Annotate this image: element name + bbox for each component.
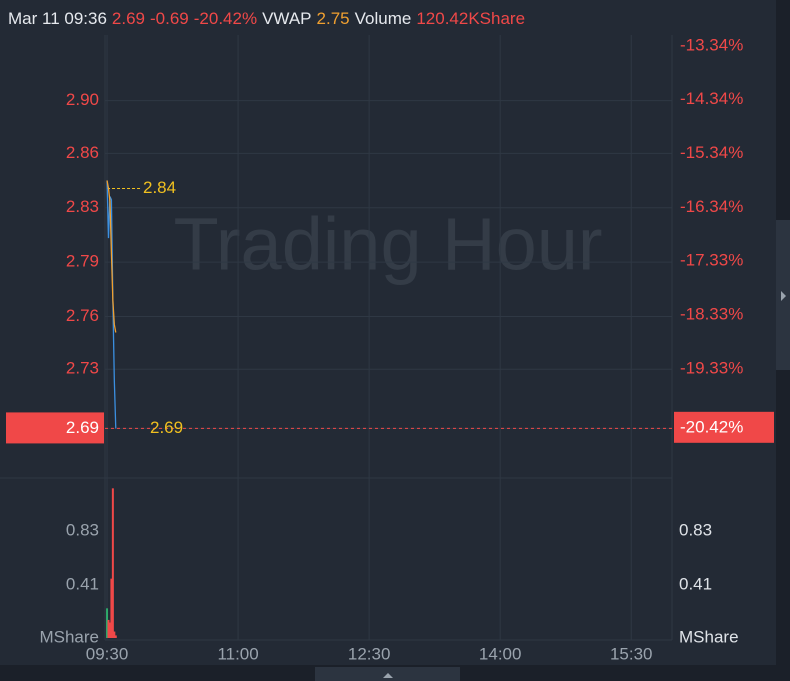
volume-tick-label: 0.41 — [66, 575, 99, 594]
vwap-label: VWAP — [262, 9, 312, 28]
last-price-label: 2.69 — [150, 418, 183, 437]
y-tick-label: 2.83 — [66, 197, 99, 216]
vwap: 2.75 — [316, 9, 350, 28]
x-tick-label: 12:30 — [348, 644, 391, 663]
high-label: 2.84 — [143, 178, 176, 197]
y-tick-label: 2.69 — [66, 418, 99, 437]
watermark: Trading Hour — [173, 203, 602, 286]
y2-tick-label: -17.33% — [680, 251, 743, 270]
volume-tick-label: 0.83 — [679, 520, 712, 539]
volume-bar — [107, 619, 110, 638]
volume-bar — [114, 635, 117, 638]
y-tick-label: 2.79 — [66, 252, 99, 271]
volume: 120.42KShare — [416, 9, 526, 28]
y2-tick-label: -20.42% — [680, 417, 743, 436]
y-tick-label: 2.86 — [66, 143, 99, 162]
y-tick-label: 2.76 — [66, 306, 99, 325]
volume-bar — [110, 578, 113, 638]
y2-tick-label: -18.33% — [680, 305, 743, 324]
y-tick-label: 2.73 — [66, 359, 99, 378]
change: -0.69 — [150, 9, 189, 28]
collapse-arrow[interactable] — [383, 673, 393, 678]
pct-box — [674, 411, 774, 443]
y2-tick-label: -16.34% — [680, 197, 743, 216]
price-box — [6, 412, 104, 444]
change-pct: -20.42% — [193, 9, 258, 28]
volume-bar — [111, 488, 114, 638]
volume-tick-label: 0.83 — [66, 520, 99, 539]
y2-tick-label: -15.34% — [680, 143, 743, 162]
x-tick-label: 09:30 — [86, 644, 129, 663]
volume-label: Volume — [354, 9, 412, 28]
volume-tick-label: 0.41 — [679, 575, 712, 594]
volume-unit: MShare — [39, 627, 99, 646]
y-tick-label: 2.90 — [66, 90, 99, 109]
volume-bar — [106, 608, 109, 638]
x-tick-label: 15:30 — [610, 644, 653, 663]
y2-tick-label: -14.34% — [680, 89, 743, 108]
x-tick-label: 14:00 — [479, 644, 522, 663]
y2-tick-label: -19.33% — [680, 358, 743, 377]
price: 2.69 — [111, 9, 146, 28]
x-tick-label: 11:00 — [217, 644, 258, 663]
price-line — [106, 180, 117, 429]
volume-unit: MShare — [679, 627, 739, 646]
volume-bar — [113, 631, 116, 638]
time: Mar 11 09:36 — [8, 9, 107, 28]
volume-bar — [108, 622, 111, 638]
price-line — [106, 180, 117, 333]
expand-arrow[interactable] — [781, 291, 786, 301]
header: Mar 11 09:36 2.69 -0.69 -20.42% VWAP 2.75 Volu… — [8, 9, 530, 29]
y2-tick-label: -13.34% — [680, 35, 743, 54]
